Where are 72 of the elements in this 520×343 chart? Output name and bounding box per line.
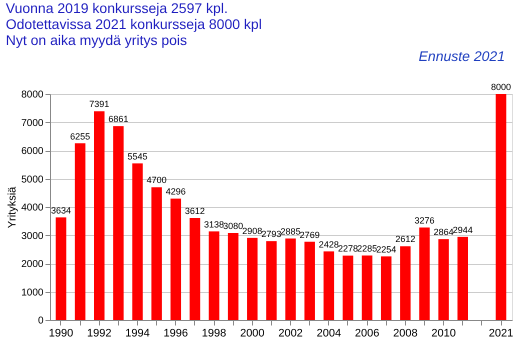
y-tick-label: 3000 (21, 230, 44, 242)
bar (247, 238, 258, 320)
data-label: 2285 (357, 243, 378, 254)
text: Ennuste 2021 (418, 48, 505, 64)
bar (151, 187, 162, 320)
bar (132, 163, 143, 320)
data-label: 2612 (395, 234, 416, 244)
data-label: 3634 (50, 205, 72, 216)
y-tick-label: 4000 (21, 202, 44, 214)
bar (362, 255, 372, 320)
x-tick-label: 1990 (48, 328, 74, 340)
data-label: 2254 (376, 244, 396, 254)
data-label: 2908 (242, 226, 262, 236)
bar (400, 246, 411, 320)
y-tick-label: 5000 (21, 174, 44, 186)
data-label: 2769 (300, 230, 320, 240)
data-label: 2864 (434, 227, 454, 238)
bar (342, 256, 354, 320)
bar (457, 236, 468, 320)
bar (113, 126, 124, 320)
y-tick-label: 6000 (21, 146, 44, 157)
x-tick-label: 1992 (87, 328, 112, 340)
x-tick-label: 2021 (488, 328, 514, 340)
bar (304, 242, 315, 320)
data-label: 2278 (338, 244, 358, 254)
bar (228, 232, 238, 320)
y-tick-label: 0 (38, 316, 44, 326)
data-label: 2944 (452, 224, 473, 235)
bar (56, 217, 66, 320)
bar (496, 94, 506, 320)
bar (208, 231, 220, 320)
data-label: 2428 (318, 239, 339, 250)
bar (266, 241, 277, 320)
bar (74, 143, 86, 320)
y-tick-label: 2000 (21, 259, 44, 270)
x-tick-label: 2006 (354, 328, 380, 340)
bar (380, 256, 392, 320)
x-tick-label: 2010 (431, 328, 456, 340)
data-label: 4700 (146, 175, 167, 186)
x-tick-label: 2000 (240, 328, 265, 340)
x-tick-label: 1996 (164, 328, 188, 340)
x-tick-label: 2008 (393, 328, 418, 340)
data-label: 6255 (70, 131, 90, 142)
data-label: 5545 (128, 151, 148, 162)
data-label: 4296 (166, 186, 186, 197)
bar (419, 227, 430, 320)
bar (438, 239, 449, 320)
data-label: 6861 (108, 114, 128, 124)
text: Nyt on aika myydä yritys pois (6, 32, 188, 48)
data-label: 8000 (490, 82, 512, 92)
y-tick-label: 7000 (21, 118, 44, 129)
data-label: 2885 (280, 226, 301, 236)
bar (170, 198, 182, 320)
text: Vuonna 2019 konkursseja 2597 kpl. (6, 0, 228, 16)
data-label: 3276 (414, 215, 434, 226)
bar (324, 251, 334, 320)
text: Odotettavissa 2021 konkursseja 8000 kpl (6, 16, 262, 32)
bar (190, 218, 200, 320)
y-tick-label: 1000 (21, 287, 44, 298)
x-tick-label: 2004 (316, 328, 342, 340)
data-label: 3080 (223, 220, 244, 231)
y-tick-label: 8000 (21, 90, 44, 100)
y-axis-title: Yrityksiä (6, 186, 18, 228)
data-label: 3138 (204, 219, 224, 230)
x-tick-label: 2002 (278, 328, 303, 340)
bar (94, 111, 105, 320)
data-label: 2793 (261, 229, 282, 240)
x-tick-label: 1998 (202, 328, 226, 340)
data-label: 7391 (89, 99, 110, 110)
bar (285, 238, 296, 320)
data-label: 3612 (184, 206, 205, 216)
x-tick-label: 1994 (125, 328, 150, 340)
